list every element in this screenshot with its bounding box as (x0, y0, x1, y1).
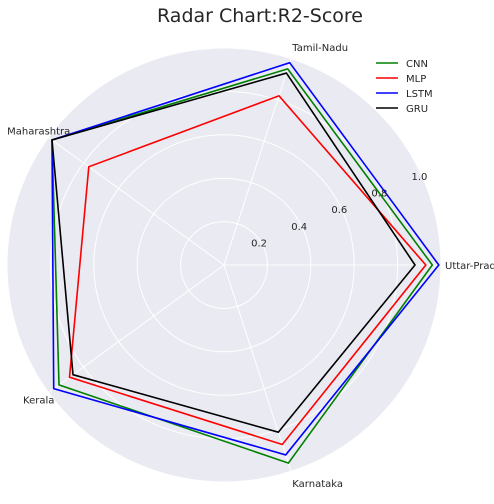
grid-spoke-2 (48, 137, 225, 266)
grid-spoke-1 (223, 58, 292, 266)
category-label-maharashtra: Maharashtra (7, 126, 70, 137)
series-lines (51, 61, 440, 465)
legend-label-lstm: LSTM (406, 89, 433, 100)
category-label-kerala: Kerala (23, 396, 54, 407)
axis-labels: Uttar-Pradesh Tamil-Nadu Maharashtra Kerala… (7, 43, 494, 490)
r-tick-label-3: 0.8 (371, 189, 387, 200)
category-label-tamil-nadu: Tamil-Nadu (291, 43, 348, 54)
series-line-cnn (51, 67, 434, 465)
series-line-gru (51, 72, 416, 434)
series-line-lstm (51, 61, 440, 456)
r-tick-label-0: 0.2 (251, 238, 267, 249)
grid-spoke-4 (223, 264, 292, 472)
grid-spoke-3 (48, 264, 225, 393)
legend: CNN MLP LSTM GRU (376, 59, 433, 115)
category-label-uttar-pradesh: Uttar-Pradesh (445, 261, 494, 272)
category-label-karnataka: Karnataka (292, 479, 343, 490)
r-tick-label-4: 1.0 (412, 172, 428, 183)
r-tick-label-2: 0.6 (331, 205, 347, 216)
legend-label-gru: GRU (406, 104, 428, 115)
tick-labels: 0.2 0.4 0.6 0.8 1.0 (251, 172, 427, 249)
series-line-mlp (68, 94, 427, 446)
grid-spokes (48, 58, 441, 472)
legend-label-cnn: CNN (406, 59, 428, 70)
chart-title: Radar Chart:R2-Score (157, 5, 363, 27)
legend-label-mlp: MLP (406, 74, 426, 85)
r-tick-label-1: 0.4 (291, 222, 307, 233)
